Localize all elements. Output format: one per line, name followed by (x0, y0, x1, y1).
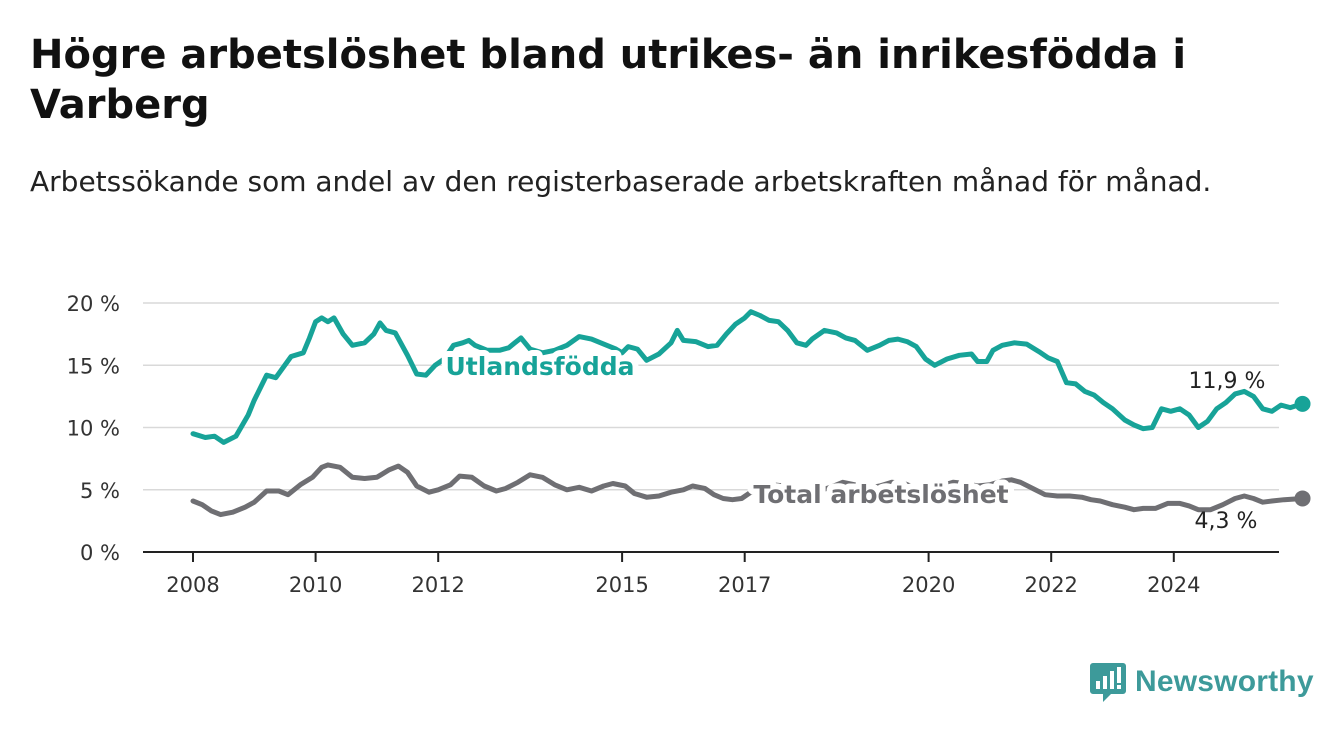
series-label-halo-total-arbetsl-shet: Total arbetslöshet (753, 480, 1008, 509)
y-axis: 0 % 5 % 10 % 15 % 20 % (67, 292, 120, 565)
series-label-utlandsf-dda: Utlandsfödda (446, 352, 635, 381)
line-utlandsf-dda (190, 309, 1305, 445)
brand-name: Newsworthy (1135, 665, 1314, 698)
end-label-utlandsf-dda: 11,9 % (1189, 369, 1266, 394)
x-tick-label-2020: 2020 (902, 573, 955, 597)
y-tick-label-5: 5 % (80, 479, 120, 503)
brand-logo: Newsworthy (1089, 661, 1314, 703)
y-tick-label-10: 10 % (67, 417, 120, 441)
chart-subtitle: Arbetssökande som andel av den registerb… (30, 165, 1212, 198)
x-tick-label-2024: 2024 (1147, 573, 1200, 597)
series-label-halo-utlandsf-dda: Utlandsfödda (446, 352, 635, 381)
gridlines (143, 302, 1279, 491)
x-tick-label-2008: 2008 (166, 573, 219, 597)
x-tick-label-2015: 2015 (595, 573, 648, 597)
newsworthy-logo-icon (1090, 663, 1126, 702)
y-tick-label-20: 20 % (67, 292, 120, 316)
x-tick-label-2010: 2010 (289, 573, 342, 597)
end-point-utlandsf-dda (1294, 395, 1311, 412)
y-tick-label-15: 15 % (67, 354, 120, 378)
series-label-total-arbetsl-shet: Total arbetslöshet (753, 480, 1008, 509)
end-label-total-arbetsl-shet: 4,3 % (1195, 509, 1258, 534)
chart-title: Högre arbetslöshet bland utrikes- än inr… (30, 32, 1187, 128)
y-tick-label-0: 0 % (80, 541, 120, 565)
series-lines (190, 309, 1311, 518)
x-tick-label-2012: 2012 (411, 573, 464, 597)
line-total-arbetsl-shet (190, 462, 1305, 518)
end-point-total-arbetsl-shet (1294, 490, 1311, 507)
x-tick-label-2022: 2022 (1024, 573, 1077, 597)
x-axis: 2008 2010 2012 2015 2017 2020 2022 2024 (143, 551, 1279, 597)
x-tick-label-2017: 2017 (718, 573, 771, 597)
